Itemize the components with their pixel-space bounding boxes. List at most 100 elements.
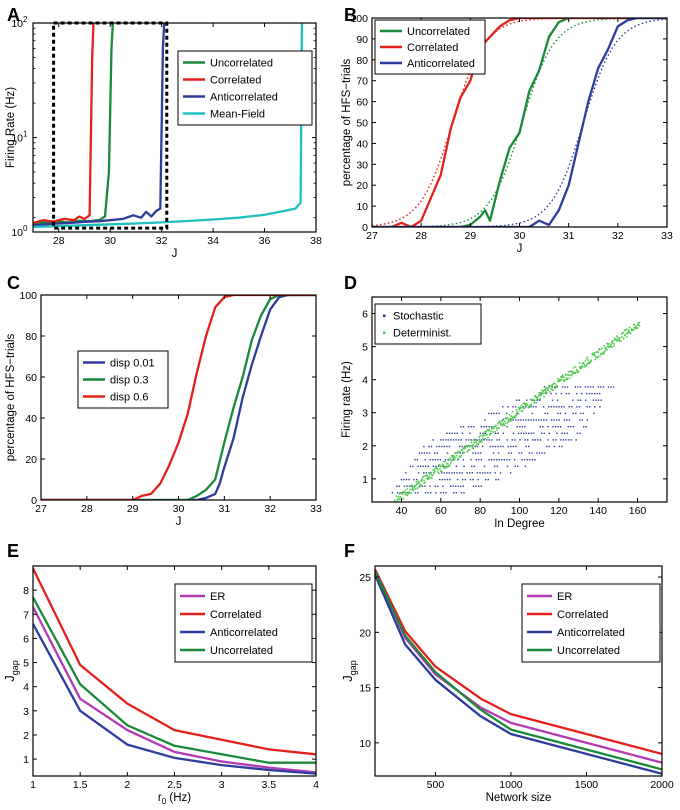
scatter-point	[591, 392, 593, 395]
scatter-point	[516, 399, 518, 401]
scatter-point	[503, 424, 506, 427]
scatter-point	[611, 346, 613, 348]
x-tick-label: 28	[81, 503, 93, 515]
scatter-point	[470, 439, 473, 441]
scatter-point	[441, 464, 444, 467]
scatter-point	[571, 373, 574, 375]
scatter-point	[444, 466, 447, 469]
scatter-point	[473, 426, 475, 428]
y-axis-label: percentage of HFS−trials	[5, 333, 17, 461]
scatter-point	[492, 431, 494, 433]
series-points-determinist	[393, 321, 641, 502]
scatter-point	[443, 460, 446, 463]
scatter-point	[508, 418, 511, 421]
scatter-point	[524, 459, 526, 461]
scatter-point	[576, 406, 578, 408]
scatter-point	[586, 419, 589, 421]
scatter-point	[435, 445, 438, 448]
scatter-point	[515, 408, 518, 411]
scatter-point	[540, 392, 542, 395]
scatter-point	[423, 479, 425, 482]
scatter-point	[610, 343, 612, 346]
scatter-point	[552, 389, 554, 392]
legend-label-disp-0-3: disp 0.3	[110, 375, 149, 387]
scatter-point	[495, 412, 498, 415]
y-tick-label: 60	[25, 372, 37, 384]
scatter-point	[435, 465, 437, 467]
scatter-point	[439, 467, 441, 470]
y-axis-label: Firing Rate (Hz)	[5, 87, 17, 168]
legend-b: Uncorrelated Correlated Anticorrelated	[374, 19, 486, 75]
scatter-point	[571, 406, 573, 408]
scatter-point	[568, 419, 571, 421]
scatter-point	[483, 439, 485, 441]
scatter-point	[584, 360, 587, 362]
scatter-point	[514, 439, 516, 441]
scatter-point	[414, 485, 417, 487]
scatter-point	[442, 465, 445, 467]
legend-label-mean-field: Mean-Field	[210, 109, 265, 121]
scatter-point	[444, 459, 447, 461]
legend-label-anticorrelated: Anticorrelated	[210, 92, 278, 104]
x-tick-label: 30	[173, 503, 185, 515]
scatter-point	[496, 429, 498, 431]
scatter-point	[511, 410, 514, 413]
scatter-point	[566, 386, 569, 388]
scatter-point	[534, 459, 536, 461]
scatter-point	[595, 399, 597, 401]
scatter-point	[414, 459, 416, 461]
x-tick-label: 1.5	[73, 779, 88, 791]
scatter-point	[445, 439, 447, 441]
legend-label-stochastic: Stochastic	[393, 311, 444, 323]
y-tick-label: 60	[356, 97, 368, 109]
scatter-point	[431, 477, 433, 479]
scatter-point	[539, 398, 541, 400]
scatter-point	[524, 465, 527, 467]
scatter-point	[561, 386, 564, 388]
y-axis-label-subscript: gap	[348, 660, 358, 675]
scatter-point	[481, 440, 483, 443]
scatter-point	[496, 465, 498, 467]
scatter-point	[518, 399, 520, 401]
scatter-point	[483, 426, 485, 428]
scatter-point	[572, 367, 575, 369]
y-tick-label: 20	[25, 454, 37, 466]
scatter-point	[580, 412, 582, 415]
scatter-point	[536, 399, 538, 401]
scatter-point	[553, 445, 555, 448]
x-tick-label: 500	[427, 779, 445, 791]
scatter-point	[514, 465, 516, 467]
legend-label-disp-0-01: disp 0.01	[110, 358, 155, 370]
scatter-point	[608, 342, 610, 345]
scatter-point	[597, 386, 599, 388]
scatter-point	[453, 458, 456, 461]
scatter-point	[498, 420, 501, 423]
marks-a	[33, 23, 304, 229]
y-tick-label: 1	[23, 754, 29, 766]
legend-label-anticorrelated: Anticorrelated	[407, 58, 475, 70]
scatter-point	[528, 432, 530, 434]
scatter-point	[563, 378, 566, 381]
scatter-point	[528, 406, 531, 408]
scatter-point	[572, 426, 575, 428]
scatter-point	[435, 492, 437, 494]
scatter-point	[489, 445, 491, 448]
scatter-point	[599, 392, 601, 395]
scatter-point	[450, 460, 453, 462]
scatter-point	[606, 342, 608, 345]
scatter-point	[526, 459, 529, 461]
scatter-point	[447, 459, 449, 461]
scatter-point	[546, 412, 549, 415]
panel-label-d: D	[344, 273, 357, 293]
scatter-point	[428, 445, 430, 448]
scatter-point	[458, 472, 461, 474]
y-tick-label: 6	[23, 633, 29, 645]
scatter-point	[497, 452, 500, 454]
scatter-point	[486, 433, 488, 436]
scatter-point	[612, 386, 615, 388]
scatter-point	[459, 445, 461, 448]
scatter-point	[615, 338, 617, 340]
scatter-point	[472, 485, 475, 487]
scatter-point	[558, 445, 561, 448]
